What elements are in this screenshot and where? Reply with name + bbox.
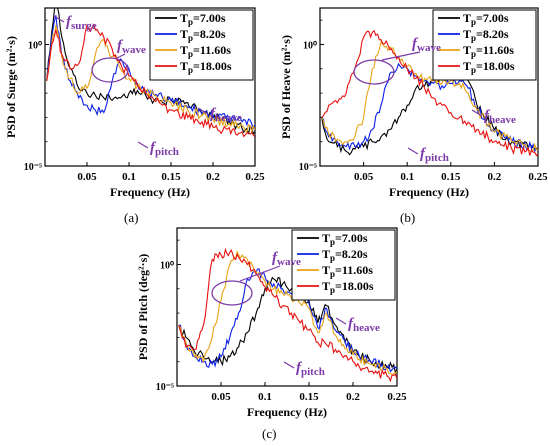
annotation-arrow (407, 147, 419, 155)
chart-panel-3: 0.05 0.1 0.15 0.2 0.25 10⁰ 10⁻⁵ Frequency (Hz) P… (136, 227, 407, 419)
legend-entry-1: Tp=7.00s (322, 231, 368, 247)
x-tick-label: 0.15 (161, 171, 181, 183)
annotation-arrow (197, 107, 209, 115)
chart-panel-1: 0.05 0.1 0.15 0.2 0.25 10⁰ 10⁻⁵ Frequency (Hz) P… (4, 7, 265, 199)
annotation-wave: fwave (272, 250, 301, 268)
caption-c: (c) (262, 426, 277, 441)
annotation-wave: fwave (412, 36, 441, 54)
legend-entry-2: Tp=8.20s (463, 27, 509, 43)
y-tick-label: 10⁰ (28, 40, 42, 51)
legend-entry-1: Tp=7.00s (463, 11, 509, 27)
x-axis-label: Frequency (Hz) (110, 185, 190, 199)
legend-entry-3: Tp=11.60s (463, 43, 514, 59)
annotation-arrow (471, 109, 483, 117)
legend-entry-4: Tp=18.00s (322, 279, 374, 295)
annotation-wave: fwave (117, 38, 146, 56)
annotation-arrow (381, 51, 421, 61)
legend-box (291, 229, 396, 301)
annotation-arrow (53, 15, 65, 23)
annotation-heave: fheave (484, 108, 516, 126)
y-tick-label: 10⁻⁵ (299, 162, 317, 173)
y-axis-label: PSD of Pitch (deg²·s) (136, 254, 150, 361)
y-axis-label: PSD of Surge (m²·s) (4, 36, 18, 138)
x-tick-label: 0.25 (245, 171, 265, 183)
caption-a: (a) (124, 210, 139, 225)
y-tick-label: 10⁰ (303, 40, 317, 51)
x-tick-label: 0.25 (528, 171, 548, 183)
series-line-3 (46, 24, 255, 134)
series-line-3 (321, 40, 538, 152)
legend-entry-3: Tp=11.60s (180, 43, 231, 59)
y-axis-label: PSD of Heave (m²·s) (279, 35, 293, 139)
series-line-3 (178, 250, 397, 375)
annotation-ellipse (353, 59, 395, 85)
x-tick-label: 0.15 (441, 171, 461, 183)
annotation-ellipse (211, 280, 253, 306)
series-line-2 (321, 62, 538, 153)
y-tick-label: 10⁰ (160, 260, 174, 271)
x-tick-label: 0.2 (346, 391, 360, 403)
legend-entry-4: Tp=18.00s (463, 59, 515, 75)
annotation-arrow (335, 317, 347, 325)
annotation-arrow (116, 53, 126, 59)
annotation-arrow (137, 141, 149, 149)
legend-entry-3: Tp=11.60s (322, 263, 373, 279)
annotation-pitch: fpitch (296, 360, 325, 378)
annotation-arrow (283, 361, 295, 369)
annotation-surge: fsurge (66, 14, 97, 32)
x-axis-label: Frequency (Hz) (389, 185, 469, 199)
annotation-heave: fheave (210, 106, 242, 124)
chart-panel-2: 0.05 0.1 0.15 0.2 0.25 10⁰ 10⁻⁵ Frequency (Hz) P… (279, 7, 548, 199)
x-tick-label: 0.05 (211, 391, 231, 403)
annotation-ellipse (91, 57, 129, 83)
series-line-4 (178, 247, 397, 383)
x-tick-label: 0.1 (122, 171, 136, 183)
annotation-pitch: fpitch (420, 146, 449, 164)
annotation-arrow (239, 265, 281, 282)
caption-b: (b) (400, 210, 416, 225)
x-tick-label: 0.1 (400, 171, 414, 183)
x-axis-label: Frequency (Hz) (247, 405, 327, 419)
legend-box (149, 9, 254, 81)
x-tick-label: 0.05 (77, 171, 97, 183)
legend-entry-4: Tp=18.00s (180, 59, 232, 75)
x-tick-label: 0.15 (299, 391, 319, 403)
legend-entry-1: Tp=7.00s (180, 11, 226, 27)
x-tick-label: 0.1 (258, 391, 272, 403)
x-tick-label: 0.05 (354, 171, 374, 183)
x-tick-label: 0.25 (387, 391, 407, 403)
y-tick-label: 10⁻⁵ (24, 162, 42, 173)
y-tick-label: 10⁻⁵ (156, 382, 174, 393)
series-line-4 (46, 23, 255, 138)
legend-entry-2: Tp=8.20s (322, 247, 368, 263)
x-tick-label: 0.2 (488, 171, 502, 183)
annotation-pitch: fpitch (150, 140, 179, 158)
legend-box (432, 9, 537, 81)
series-line-4 (321, 29, 538, 157)
annotation-heave: fheave (348, 316, 380, 334)
series-line-2 (46, 15, 255, 130)
legend-entry-2: Tp=8.20s (180, 27, 226, 43)
x-tick-label: 0.2 (206, 171, 220, 183)
